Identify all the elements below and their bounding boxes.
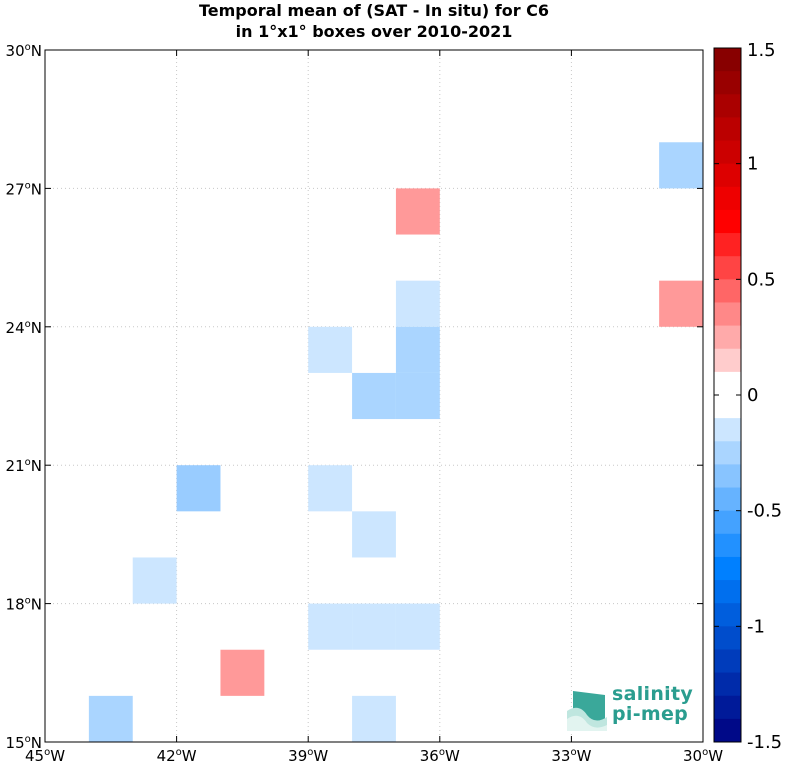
y-tick-label: 18oN (6, 596, 42, 614)
colorbar-band (714, 487, 741, 512)
colorbar-ticks (714, 47, 741, 743)
colorbar-band (714, 603, 741, 627)
colorbar-band (714, 510, 741, 535)
x-tick-label: 45oW (25, 747, 65, 763)
heatmap-cell (659, 142, 703, 189)
colorbar-band (714, 718, 741, 743)
colorbar-band (714, 279, 741, 303)
colorbar-band (714, 325, 741, 350)
y-tick-label: 21oN (6, 457, 42, 475)
x-tick-label: 36oW (420, 747, 460, 763)
colorbar-band (714, 371, 741, 396)
heatmap-cell (88, 695, 133, 742)
plot-frame (44, 49, 704, 743)
colorbar-band (714, 672, 741, 697)
heatmap-cell (352, 695, 396, 742)
colorbar-band (714, 94, 741, 118)
y-tick-label: 15oN (6, 734, 42, 752)
colorbar-tick-label: 0 (747, 385, 758, 406)
colorbar-band (714, 140, 741, 165)
x-tick-label: 30oW (683, 747, 723, 763)
chart-title: Temporal mean of (SAT - In situ) for C6 … (45, 0, 703, 42)
heatmap-cell (395, 372, 440, 420)
y-tick-label: 24oN (6, 319, 42, 337)
heatmap-cell (659, 280, 703, 327)
colorbar-band (714, 348, 741, 373)
heatmap-cell (220, 649, 265, 696)
heatmap-cell (395, 326, 440, 373)
x-tick-label: 39oW (288, 747, 328, 763)
colorbar-band (714, 256, 741, 280)
colorbar-tick-label: 1.5 (747, 40, 776, 61)
colorbar-band (714, 533, 741, 558)
logo-text-pi-mep: pi-mep (612, 703, 689, 725)
wave-logo-icon (567, 691, 607, 731)
heatmap-cell (395, 188, 440, 235)
y-tick-label: 27oN (6, 180, 42, 198)
x-axis-labels: 45oW 42oW 39oW 36oW 33oW 30oW (25, 747, 723, 763)
colorbar-band (714, 556, 741, 581)
colorbar-tick-label: 0.5 (747, 269, 776, 290)
colorbar-band (714, 441, 741, 465)
salinity-pi-mep-logo: salinity pi-mep (565, 683, 695, 733)
axis-ticks (44, 49, 704, 743)
colorbar-band (714, 71, 741, 95)
colorbar-tick-label: -1 (747, 616, 765, 637)
heatmap-cell (132, 557, 177, 604)
colorbar-band (714, 117, 741, 142)
heatmap-cell (308, 603, 353, 650)
colorbar-band (714, 186, 741, 211)
y-tick-label: 30oN (6, 42, 42, 60)
colorbar-labels: 1.5 1 0.5 0 -0.5 -1 -1.5 (747, 40, 782, 753)
heatmap-cell (176, 465, 221, 512)
heatmap-cell (395, 603, 440, 650)
colorbar-band (714, 233, 741, 257)
chart-title-line-1: Temporal mean of (SAT - In situ) for C6 (198, 1, 550, 20)
colorbar-tick-label: -1.5 (747, 732, 782, 753)
colorbar-band (714, 395, 741, 419)
heatmap-cell (395, 280, 440, 327)
colorbar-tick-label: -0.5 (747, 501, 782, 522)
logo-text-salinity: salinity (612, 683, 694, 705)
colorbar-band (714, 48, 741, 72)
colorbar-band (714, 626, 741, 650)
colorbar-band (714, 464, 741, 489)
x-tick-label: 33oW (551, 747, 591, 763)
heatmap-cell (352, 511, 396, 558)
y-axis-labels: 15oN 18oN 21oN 24oN 27oN 30oN (6, 42, 42, 752)
heatmap-cell (352, 372, 396, 420)
chart-title-line-2: in 1°x1° boxes over 2010-2021 (235, 22, 513, 41)
colorbar-band (714, 302, 741, 327)
colorbar-band (714, 695, 741, 720)
colorbar-tick-label: 1 (747, 154, 758, 175)
colorbar-band (714, 580, 741, 604)
colorbar-bands (714, 48, 741, 743)
heatmap-cells (88, 142, 703, 742)
colorbar-band (714, 649, 741, 674)
colorbar-band (714, 418, 741, 442)
heatmap-cell (308, 326, 353, 373)
heatmap-cell (308, 465, 353, 512)
heatmap-cell (352, 603, 396, 650)
colorbar-band (714, 209, 741, 234)
colorbar-band (714, 163, 741, 188)
x-tick-label: 42oW (157, 747, 197, 763)
